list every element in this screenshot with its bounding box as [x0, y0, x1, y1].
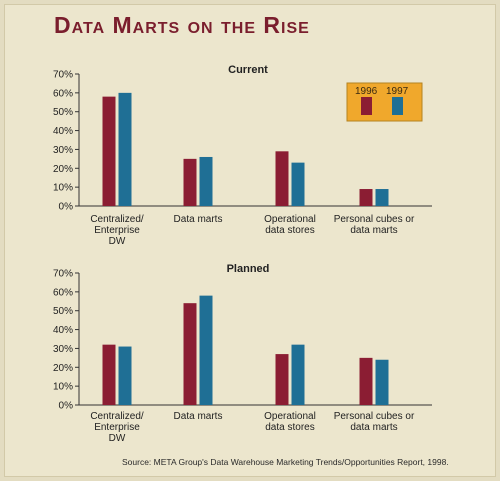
- y-tick-label: 70%: [53, 70, 73, 81]
- y-tick-label: 40%: [53, 325, 73, 336]
- legend: 1996 1997: [346, 82, 423, 122]
- legend-swatch: [361, 97, 372, 115]
- chart-0: Current 0% 10% 20% 30% 40% 50% 60% 70% Centralize…: [53, 64, 432, 247]
- y-tick-label: 10%: [53, 183, 73, 194]
- category-label: data marts: [350, 422, 397, 433]
- category-label: Data marts: [174, 411, 223, 422]
- category-label: Personal cubes or: [334, 411, 415, 422]
- bar-1996-1: [183, 303, 197, 405]
- category-label: Enterprise: [94, 225, 140, 236]
- bar-1997-0: [118, 346, 132, 405]
- bar-1997-0: [118, 92, 132, 206]
- bar-1996-2: [275, 354, 289, 405]
- category-label: Centralized/: [90, 214, 144, 225]
- category-label: DW: [109, 433, 126, 444]
- bar-1997-3: [375, 359, 389, 405]
- chart-1: Planned 0% 10% 20% 30% 40% 50% 60% 70% Centralize…: [53, 263, 432, 444]
- bar-1996-2: [275, 151, 289, 206]
- y-tick-label: 0%: [59, 401, 74, 412]
- chart-title: Current: [228, 64, 268, 76]
- y-tick-label: 0%: [59, 202, 74, 213]
- bar-1997-1: [199, 156, 213, 206]
- y-tick-label: 20%: [53, 363, 73, 374]
- y-tick-label: 20%: [53, 164, 73, 175]
- source-note: Source: META Group's Data Warehouse Mark…: [122, 457, 449, 467]
- legend-swatch: [392, 97, 403, 115]
- bar-1996-0: [102, 344, 116, 405]
- y-tick-label: 60%: [53, 287, 73, 298]
- category-label: data stores: [265, 422, 314, 433]
- bar-1997-1: [199, 295, 213, 405]
- chart-title: Planned: [227, 263, 270, 275]
- category-label: data marts: [350, 225, 397, 236]
- category-label: data stores: [265, 225, 314, 236]
- category-label: Operational: [264, 214, 316, 225]
- y-tick-label: 10%: [53, 382, 73, 393]
- legend-label: 1996: [355, 86, 378, 97]
- y-tick-label: 30%: [53, 344, 73, 355]
- page-title: Data Marts on the Rise: [54, 12, 310, 38]
- legend-label: 1997: [386, 86, 409, 97]
- legend-box: [346, 82, 423, 122]
- bar-1996-0: [102, 96, 116, 206]
- y-tick-label: 50%: [53, 306, 73, 317]
- bar-1996-1: [183, 158, 197, 206]
- y-tick-label: 30%: [53, 145, 73, 156]
- category-label: Data marts: [174, 214, 223, 225]
- category-label: Enterprise: [94, 422, 140, 433]
- bar-1996-3: [359, 357, 373, 405]
- category-label: DW: [109, 236, 126, 247]
- category-label: Operational: [264, 411, 316, 422]
- y-tick-label: 60%: [53, 88, 73, 99]
- bar-1997-2: [291, 162, 305, 206]
- y-tick-label: 50%: [53, 107, 73, 118]
- category-label: Personal cubes or: [334, 214, 415, 225]
- bar-1996-3: [359, 189, 373, 206]
- y-tick-label: 40%: [53, 126, 73, 137]
- bar-1997-2: [291, 344, 305, 405]
- y-tick-label: 70%: [53, 269, 73, 280]
- category-label: Centralized/: [90, 411, 144, 422]
- bar-1997-3: [375, 189, 389, 206]
